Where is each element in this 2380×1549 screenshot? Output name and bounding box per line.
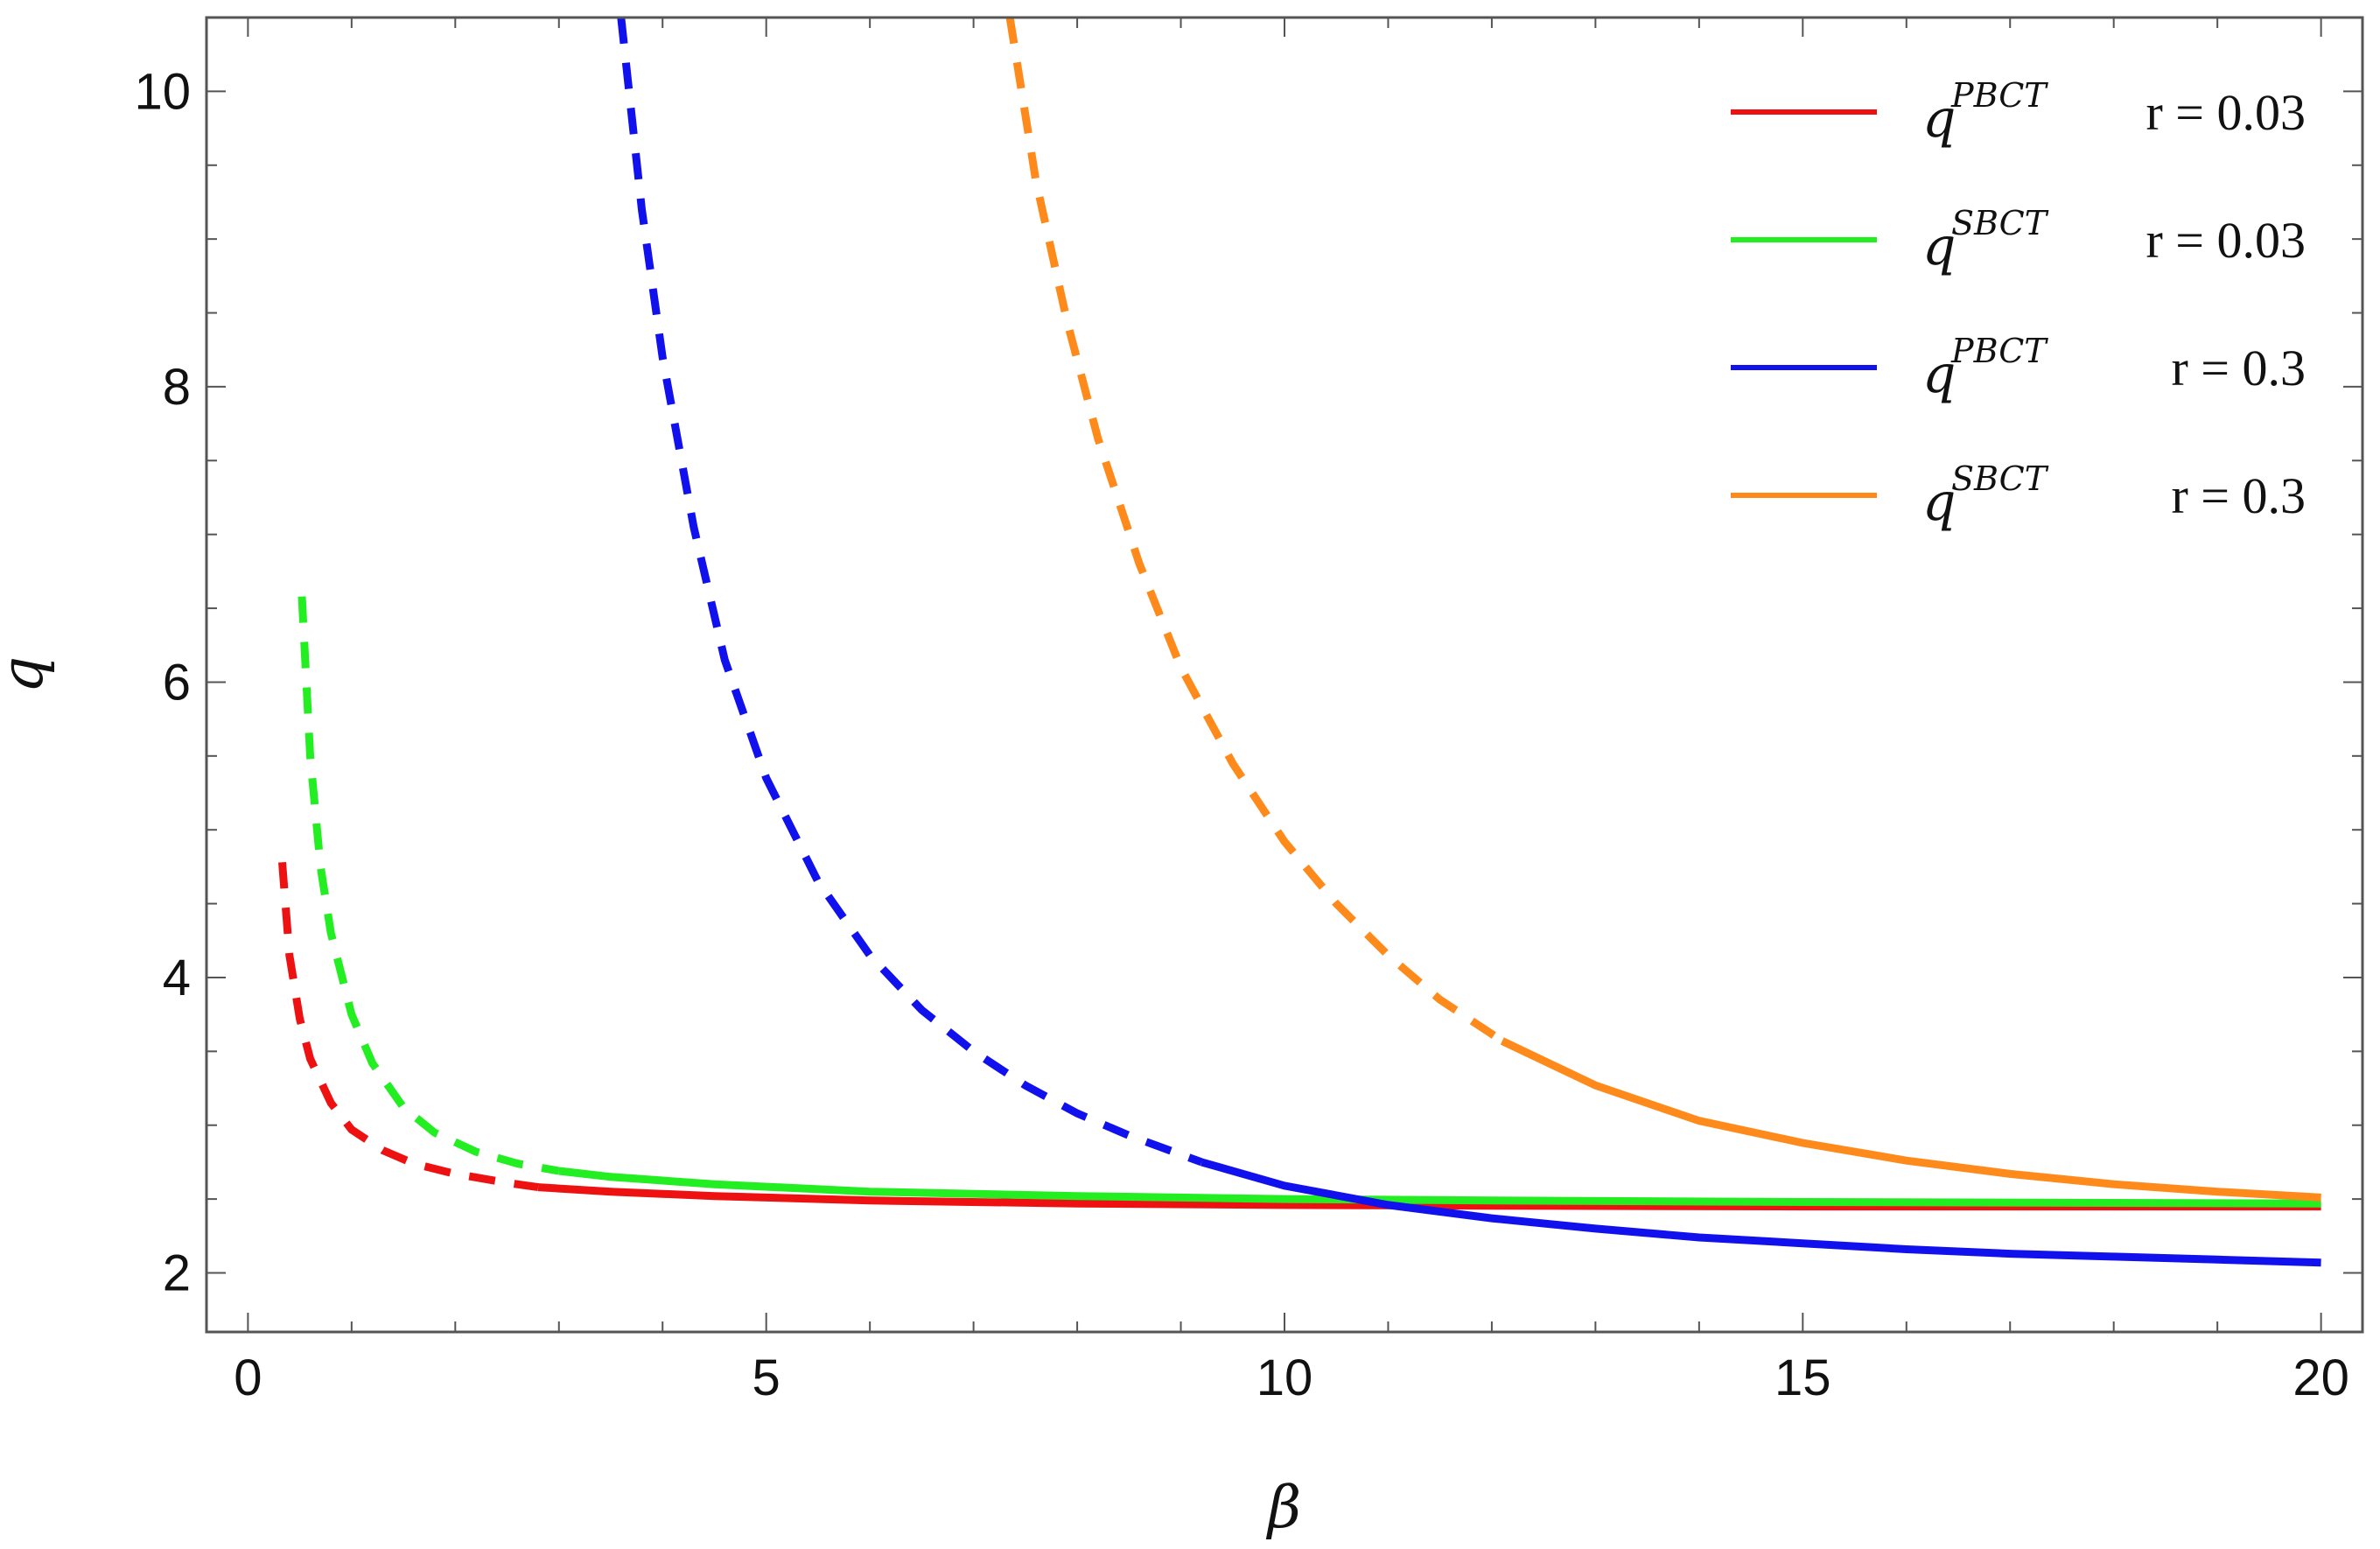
x-axis-title: β: [1265, 1474, 1301, 1541]
series-line-dashed-0: [278, 861, 539, 1192]
legend-r-value: r = 0.3: [2171, 467, 2306, 524]
x-tick-label: 5: [752, 1349, 780, 1406]
legend-series-name: PBCT: [1950, 332, 2048, 370]
series-group: [278, 18, 2321, 1267]
plot-frame: [205, 16, 2364, 1334]
legend-series-name: SBCT: [1951, 204, 2049, 242]
legend-r-value: r = 0.03: [2146, 212, 2306, 269]
y-tick-label: 8: [163, 359, 191, 416]
legend-q: q: [1922, 216, 1956, 277]
y-axis-title: q: [0, 656, 56, 693]
legend-q: q: [1922, 88, 1956, 150]
legend-r-value: r = 0.03: [2146, 84, 2306, 141]
series-line-dashed-3: [1005, 18, 1505, 1045]
y-tick-label: 2: [163, 1244, 191, 1301]
x-tick-label: 15: [1774, 1349, 1831, 1406]
axis-ticks: [206, 17, 2362, 1332]
tick-labels: 0 5 10 15 20 2 4 6 8 10: [134, 63, 2348, 1406]
series-line-solid-2: [1200, 1158, 2321, 1267]
series-line-solid-3: [1500, 1037, 2321, 1202]
legend-series-name: SBCT: [1951, 459, 2049, 498]
y-tick-label: 10: [134, 63, 191, 120]
series-line-solid-0: [537, 1183, 2321, 1211]
series-line-dashed-2: [617, 18, 1203, 1167]
x-tick-label: 0: [234, 1349, 262, 1406]
y-tick-label: 4: [163, 950, 191, 1006]
legend-series-name: PBCT: [1950, 76, 2048, 115]
series-line-solid-1: [558, 1167, 2321, 1208]
x-tick-label: 20: [2292, 1349, 2349, 1406]
legend-r-value: r = 0.3: [2171, 340, 2306, 396]
y-tick-label: 6: [163, 654, 191, 711]
series-line-dashed-1: [298, 596, 560, 1175]
legend-q: q: [1922, 472, 1956, 533]
x-tick-label: 10: [1256, 1349, 1313, 1406]
legend-q: q: [1922, 344, 1956, 405]
